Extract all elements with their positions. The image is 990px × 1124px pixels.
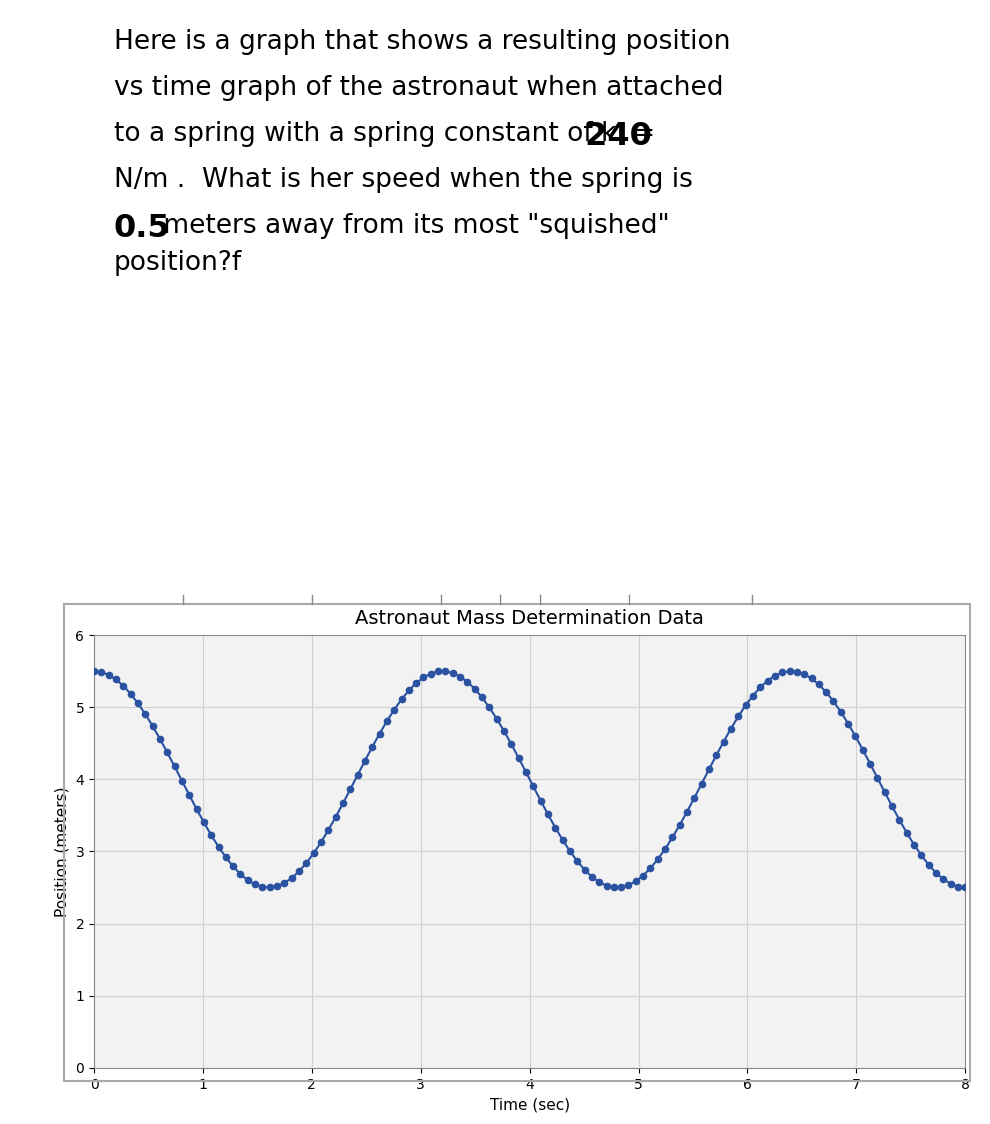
- Text: vs time graph of the astronaut when attached: vs time graph of the astronaut when atta…: [114, 75, 724, 101]
- Text: meters away from its most "squished": meters away from its most "squished": [155, 214, 670, 239]
- Title: Astronaut Mass Determination Data: Astronaut Mass Determination Data: [355, 609, 704, 628]
- Text: to a spring with a spring constant of k  =: to a spring with a spring constant of k …: [114, 121, 663, 147]
- Text: N/m .  What is her speed when the spring is: N/m . What is her speed when the spring …: [114, 167, 693, 193]
- Text: position?f: position?f: [114, 250, 243, 275]
- Text: Here is a graph that shows a resulting position: Here is a graph that shows a resulting p…: [114, 29, 731, 55]
- Text: 240: 240: [573, 121, 651, 152]
- X-axis label: Time (sec): Time (sec): [490, 1097, 569, 1112]
- Text: 0.5: 0.5: [114, 214, 170, 244]
- Y-axis label: Position (meters): Position (meters): [54, 786, 70, 917]
